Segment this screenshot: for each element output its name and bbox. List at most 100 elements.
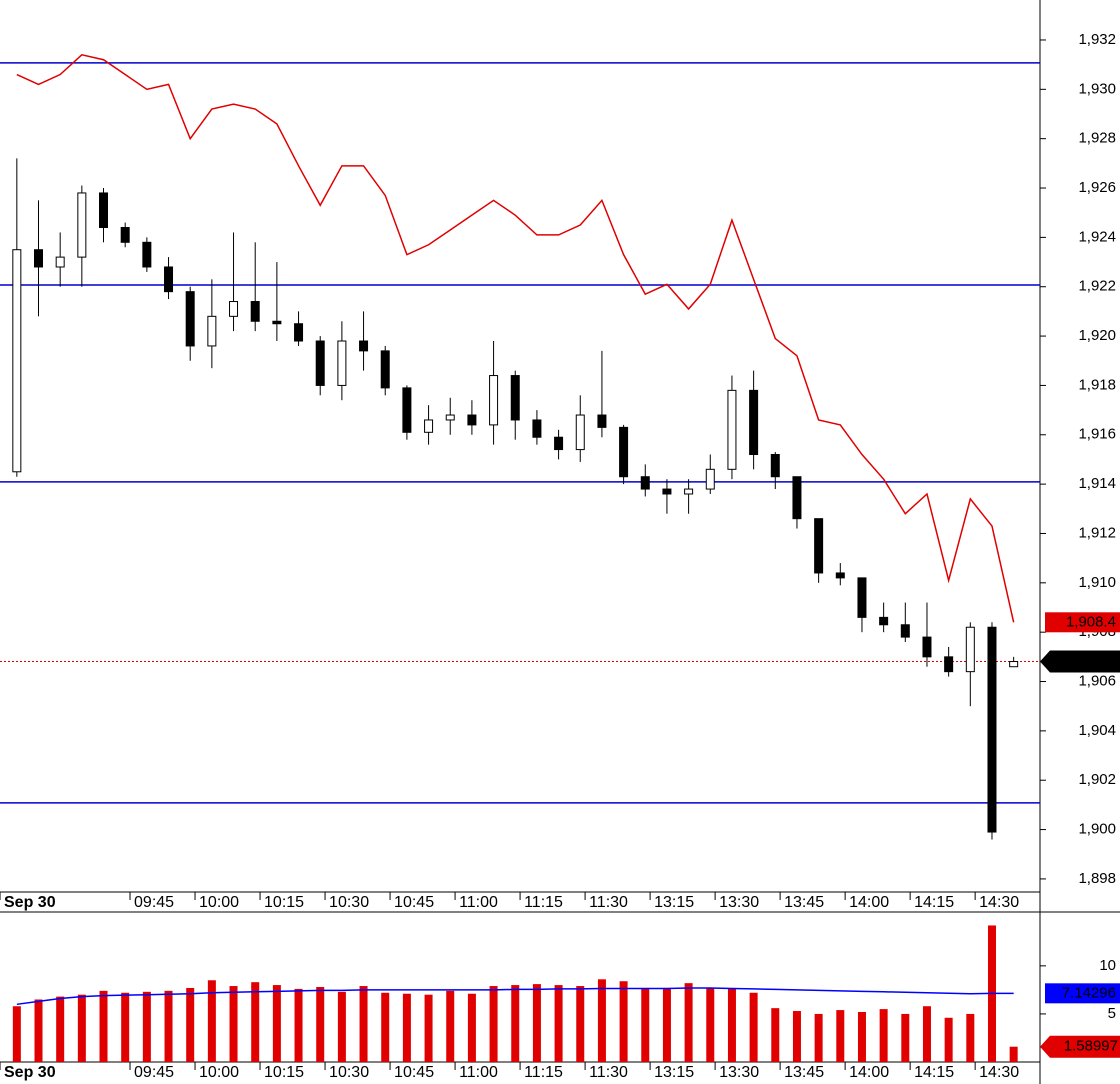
candle-body bbox=[380, 350, 390, 389]
candle-body bbox=[424, 419, 434, 433]
last-price-label: 1,906.81 bbox=[1060, 653, 1118, 670]
volume-bar bbox=[706, 987, 715, 1062]
y-tick-label: 1,926 bbox=[1078, 179, 1116, 196]
candle-body bbox=[229, 301, 239, 317]
y-tick-label: 1,928 bbox=[1078, 130, 1116, 147]
y-tick-label: 1,904 bbox=[1078, 722, 1116, 739]
x-tick-label: 11:30 bbox=[589, 1064, 628, 1081]
x-tick-label: 11:30 bbox=[589, 894, 628, 911]
candle-body bbox=[337, 340, 347, 386]
candle-body bbox=[142, 241, 152, 268]
candle-body bbox=[120, 227, 130, 243]
candle-body bbox=[164, 266, 174, 293]
volume-bar bbox=[316, 987, 325, 1062]
volume-bar bbox=[792, 1011, 801, 1062]
volume-bar bbox=[684, 983, 693, 1062]
x-tick-label: 10:15 bbox=[264, 1064, 304, 1081]
volume-bar bbox=[272, 985, 281, 1062]
volume-bar bbox=[836, 1010, 845, 1062]
candle-body bbox=[770, 454, 780, 478]
x-tick-label: 14:00 bbox=[849, 1064, 889, 1081]
volume-bar bbox=[34, 999, 43, 1062]
volume-bar bbox=[207, 980, 216, 1062]
candle-body bbox=[294, 323, 304, 342]
volume-bar bbox=[879, 1009, 888, 1062]
volume-bar bbox=[77, 994, 86, 1062]
x-tick-label: 10:45 bbox=[394, 894, 434, 911]
x-tick-label: 13:15 bbox=[654, 894, 694, 911]
y-tick-label: 1,918 bbox=[1078, 376, 1116, 393]
volume-bar bbox=[641, 988, 650, 1062]
candle-body bbox=[575, 414, 585, 451]
volume-bar bbox=[576, 986, 585, 1062]
x-tick-label: 11:15 bbox=[524, 894, 563, 911]
x-tick-label: 09:45 bbox=[134, 894, 174, 911]
x-tick-label: 13:30 bbox=[719, 894, 759, 911]
y-tick-label: 5 bbox=[1108, 1005, 1116, 1022]
volume-bar bbox=[467, 993, 476, 1062]
y-tick-label: 1,916 bbox=[1078, 426, 1116, 443]
x-tick-label: Sep 30 bbox=[4, 1064, 56, 1081]
candle-body bbox=[12, 249, 22, 473]
volume-bar bbox=[511, 985, 520, 1062]
overlay-last-box bbox=[1045, 983, 1120, 1004]
x-tick-label: 13:45 bbox=[784, 1064, 824, 1081]
candle-body bbox=[900, 624, 910, 638]
x-tick-label: 13:30 bbox=[719, 1064, 759, 1081]
volume-bar bbox=[56, 996, 65, 1062]
y-tick-label: 10 bbox=[1099, 957, 1116, 974]
x-tick-label: 09:45 bbox=[134, 1064, 174, 1081]
y-tick-label: 1,932 bbox=[1078, 31, 1116, 48]
candle-body bbox=[445, 414, 455, 421]
candle-body bbox=[684, 488, 694, 495]
volume-bar bbox=[446, 990, 455, 1062]
candle-body bbox=[510, 375, 520, 421]
candle-body bbox=[402, 387, 412, 433]
volume-bar bbox=[597, 979, 606, 1062]
overlay-last-label: 7.14296 bbox=[1062, 984, 1116, 1001]
volume-bar bbox=[359, 986, 368, 1062]
volume-bar bbox=[489, 986, 498, 1062]
candle-body bbox=[532, 419, 542, 438]
volume-bar bbox=[12, 1006, 21, 1062]
candle-body bbox=[749, 389, 759, 456]
candle-body bbox=[315, 340, 325, 386]
overlay-last-box bbox=[1045, 612, 1120, 633]
candle-body bbox=[34, 249, 44, 268]
last-volume-box bbox=[1040, 1035, 1120, 1058]
volume-bar bbox=[294, 988, 303, 1062]
x-tick-label: 10:45 bbox=[394, 1064, 434, 1081]
volume-bar bbox=[662, 987, 671, 1062]
y-tick-label: 1,922 bbox=[1078, 278, 1116, 295]
volume-bar bbox=[944, 1017, 953, 1062]
y-tick-label: 1,914 bbox=[1078, 475, 1116, 492]
candle-body bbox=[662, 488, 672, 495]
volume-bar bbox=[771, 1008, 780, 1062]
volume-bar bbox=[186, 987, 195, 1062]
volume-bar bbox=[1009, 1046, 1018, 1062]
candle-body bbox=[77, 192, 87, 258]
x-tick-label: 13:15 bbox=[654, 1064, 694, 1081]
y-tick-label: 1,906 bbox=[1078, 672, 1116, 689]
x-tick-label: 14:30 bbox=[979, 1064, 1019, 1081]
candle-body bbox=[207, 315, 217, 347]
y-tick-label: 1,902 bbox=[1078, 771, 1116, 788]
candle-body bbox=[99, 192, 109, 229]
y-tick-label: 1,930 bbox=[1078, 80, 1116, 97]
x-tick-label: 13:45 bbox=[784, 894, 824, 911]
x-tick-label: 10:00 bbox=[199, 894, 239, 911]
volume-bar bbox=[381, 992, 390, 1062]
candle-body bbox=[489, 375, 499, 426]
y-tick-label: 1,924 bbox=[1078, 228, 1116, 245]
candle-body bbox=[944, 656, 954, 673]
last-price-box bbox=[1040, 650, 1120, 673]
candle-body bbox=[597, 414, 607, 428]
candle-body bbox=[619, 426, 629, 478]
x-tick-label: 14:15 bbox=[914, 894, 954, 911]
candle-body bbox=[705, 468, 715, 490]
candle-body bbox=[55, 256, 65, 268]
volume-bar bbox=[164, 990, 173, 1062]
x-tick-label: 11:00 bbox=[459, 894, 498, 911]
